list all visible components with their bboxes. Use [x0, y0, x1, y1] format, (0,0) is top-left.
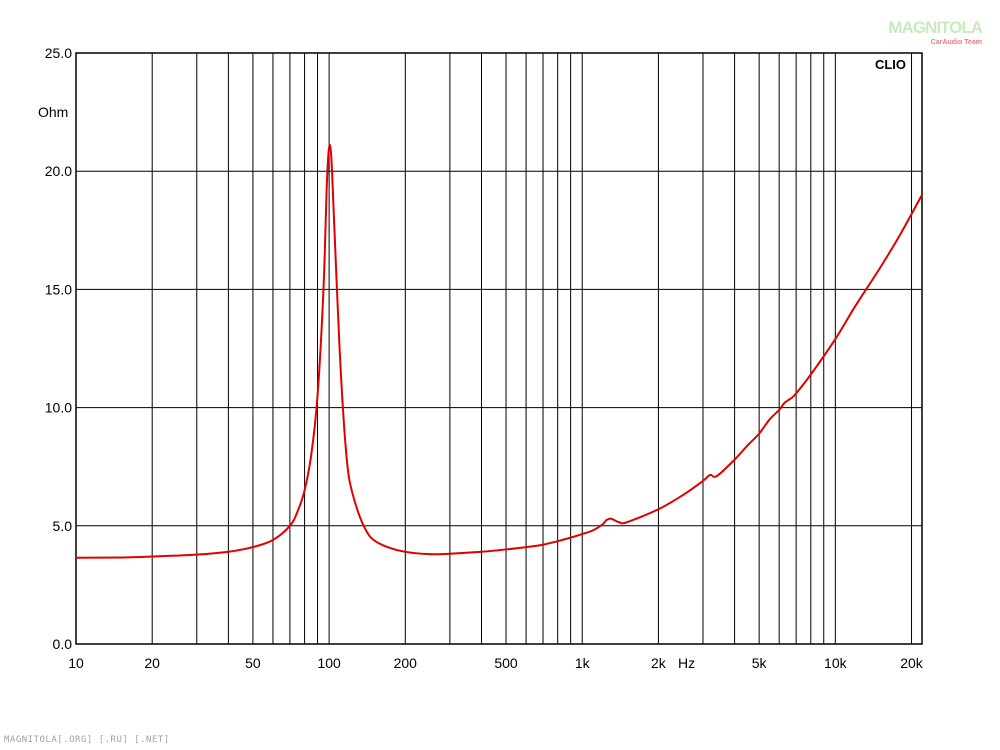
y-axis-ticks: 0.0 5.0 10.0 15.0 20.0 25.0: [45, 45, 72, 652]
x-tick-label: 1k: [575, 655, 591, 671]
x-tick-label: 5k: [752, 655, 768, 671]
logo-text: MAGNITOLA: [888, 18, 983, 37]
y-tick-label: 0.0: [53, 636, 73, 652]
y-tick-label: 5.0: [53, 518, 73, 534]
footer-watermark: MAGNITOLA[.ORG] [.RU] [.NET]: [4, 735, 170, 745]
x-tick-label: 500: [494, 655, 518, 671]
y-axis-unit-label: Ohm: [38, 104, 68, 120]
y-tick-label: 15.0: [45, 281, 72, 297]
clio-brand-label: CLIO: [875, 57, 906, 72]
x-tick-label: 50: [245, 655, 261, 671]
x-tick-label: 200: [394, 655, 418, 671]
impedance-series-line: [75, 144, 923, 559]
x-tick-label: 10k: [824, 655, 848, 671]
x-tick-label: 100: [317, 655, 341, 671]
x-tick-label: 20k: [900, 655, 924, 671]
x-tick-label: 2k: [651, 655, 667, 671]
magnitola-logo: MAGNITOLA CarAudio Team: [888, 18, 983, 48]
y-tick-label: 20.0: [45, 163, 72, 179]
x-tick-label: 10: [68, 655, 84, 671]
y-tick-label: 25.0: [45, 45, 72, 61]
x-axis-unit-label: Hz: [678, 655, 695, 671]
plot-frame: [75, 52, 923, 645]
x-axis-ticks: 10 20 50 100 200 500 1k 2k 5k 10k 20k: [68, 655, 924, 671]
y-tick-label: 10.0: [45, 400, 72, 416]
x-tick-label: 20: [144, 655, 160, 671]
impedance-curve-group: [75, 144, 923, 559]
grid: [75, 52, 923, 645]
logo-subtext: CarAudio Team: [930, 39, 982, 46]
